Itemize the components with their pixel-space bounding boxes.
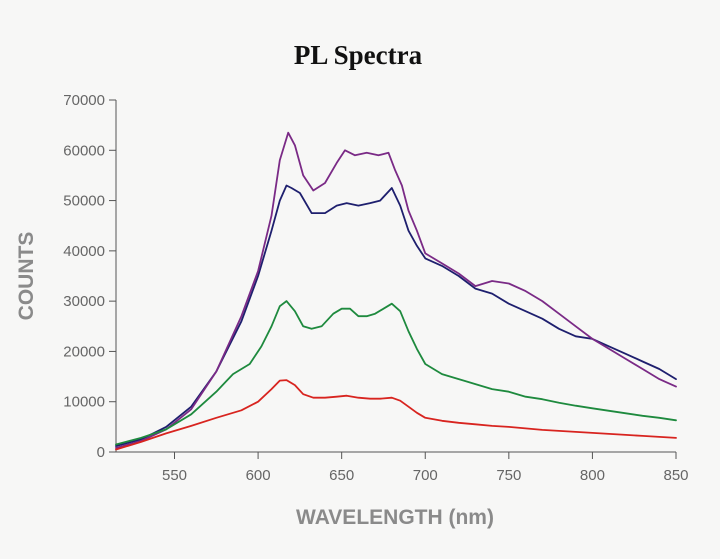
series-line-4 [115, 379, 677, 451]
y-axis-label: COUNTS [15, 232, 38, 321]
x-tick-label: 750 [496, 467, 521, 484]
y-tick-label: 70000 [63, 92, 105, 109]
y-tick-label: 0 [97, 444, 105, 461]
x-tick-label: 600 [246, 467, 271, 484]
x-tick-label: 700 [413, 467, 438, 484]
chart-title: PL Spectra [294, 40, 423, 70]
y-tick-label: 50000 [63, 193, 105, 210]
series-line-2 [115, 131, 677, 449]
x-tick-label: 650 [329, 467, 354, 484]
y-tick-label: 60000 [63, 142, 105, 159]
x-tick-label: 800 [580, 467, 605, 484]
y-tick-label: 20000 [63, 343, 105, 360]
x-axis-label: WAVELENGTH (nm) [296, 506, 494, 529]
x-tick-label: 850 [663, 467, 688, 484]
y-tick-label: 10000 [63, 394, 105, 411]
series-layer [115, 131, 677, 451]
x-tick-label: 550 [162, 467, 187, 484]
y-tick-label: 30000 [63, 293, 105, 310]
series-line-3 [115, 300, 677, 446]
axes: 0 10000 20000 30000 40000 50000 60000 70000 550 6… [63, 92, 688, 484]
y-tick-label: 40000 [63, 243, 105, 260]
series-line-1 [115, 184, 677, 447]
